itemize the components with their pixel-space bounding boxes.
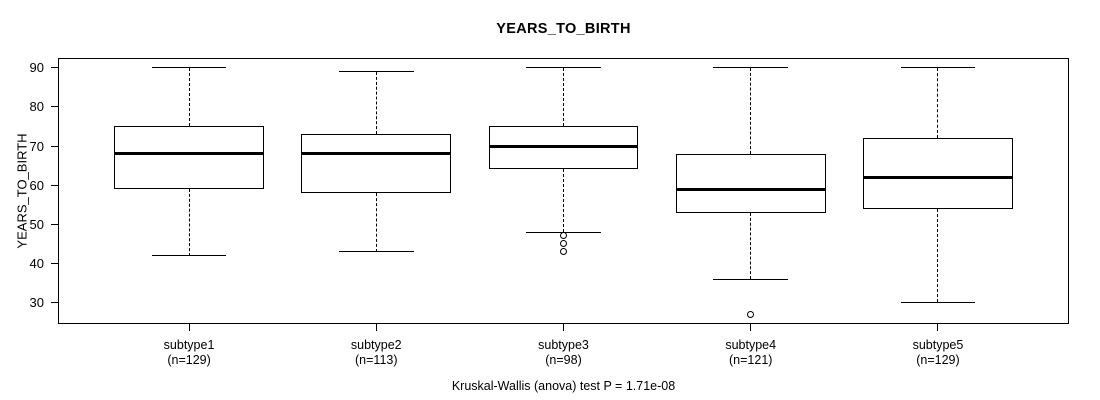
- x-tick-mark: [937, 324, 939, 331]
- chart-title: YEARS_TO_BIRTH: [496, 21, 631, 37]
- whisker-cap-low: [338, 251, 414, 253]
- whisker-cap-low: [900, 301, 976, 303]
- y-tick-mark: [51, 184, 58, 186]
- x-category-count: (n=121): [729, 352, 773, 367]
- x-category-name: subtype4: [725, 338, 777, 352]
- x-category-count: (n=129): [916, 352, 960, 367]
- y-tick-label: 40: [29, 255, 44, 271]
- x-category-label: subtype4 (n=121): [676, 338, 826, 367]
- y-tick-mark: [51, 106, 58, 108]
- statistical-annotation: Kruskal-Wallis (anova) test P = 1.71e-08: [451, 379, 676, 393]
- y-tick-label: 90: [29, 60, 44, 76]
- x-category-name: subtype1: [163, 338, 215, 352]
- x-category-label: subtype2 (n=113): [301, 338, 451, 367]
- whisker-lower-stem: [188, 189, 190, 256]
- x-category-name: subtype2: [350, 338, 402, 352]
- whisker-upper-stem: [375, 71, 377, 135]
- median-line: [301, 152, 452, 156]
- median-line: [675, 187, 826, 191]
- whisker-cap-high: [526, 67, 601, 69]
- whisker-cap-high: [338, 71, 414, 73]
- iqr-box: [114, 126, 264, 190]
- x-category-count: (n=98): [545, 352, 582, 367]
- x-category-name: subtype5: [912, 338, 964, 352]
- whisker-cap-high: [900, 67, 976, 69]
- median-line: [114, 152, 264, 156]
- iqr-box: [863, 138, 1013, 209]
- whisker-cap-high: [151, 67, 227, 69]
- outlier-point: [560, 232, 567, 240]
- whisker-cap-high: [713, 67, 789, 69]
- whisker-cap-low: [151, 255, 227, 257]
- whisker-cap-low: [526, 231, 601, 233]
- x-category-label: subtype1 (n=129): [114, 338, 264, 367]
- x-tick-mark: [375, 324, 377, 331]
- y-tick-label: 30: [29, 294, 44, 310]
- whisker-upper-stem: [937, 67, 939, 139]
- outlier-point: [560, 240, 567, 248]
- y-tick-label: 70: [29, 138, 44, 154]
- y-tick-mark: [51, 223, 58, 225]
- median-line: [863, 175, 1013, 179]
- x-category-label: subtype3 (n=98): [489, 338, 639, 367]
- y-tick-mark: [51, 262, 58, 264]
- whisker-lower-stem: [750, 212, 752, 279]
- whisker-lower-stem: [563, 169, 564, 233]
- whisker-upper-stem: [188, 67, 190, 127]
- x-category-label: subtype5 (n=129): [863, 338, 1013, 367]
- outlier-point: [747, 310, 755, 318]
- y-tick-label: 80: [29, 99, 44, 115]
- whisker-cap-low: [713, 278, 789, 280]
- whisker-lower-stem: [937, 208, 939, 303]
- x-category-count: (n=129): [167, 352, 211, 367]
- median-line: [488, 144, 639, 148]
- iqr-box: [301, 134, 452, 193]
- x-category-count: (n=113): [355, 352, 398, 367]
- whisker-upper-stem: [563, 67, 564, 127]
- y-tick-label: 60: [29, 177, 44, 193]
- x-tick-mark: [188, 324, 190, 331]
- x-tick-mark: [750, 324, 752, 331]
- outlier-point: [560, 248, 567, 256]
- x-tick-mark: [563, 324, 564, 331]
- whisker-upper-stem: [750, 67, 752, 154]
- y-tick-mark: [51, 145, 58, 147]
- x-category-name: subtype3: [538, 338, 589, 352]
- iqr-box: [488, 126, 639, 170]
- iqr-box: [675, 153, 826, 213]
- y-tick-label: 50: [29, 216, 44, 232]
- whisker-lower-stem: [375, 192, 377, 252]
- y-tick-mark: [51, 67, 58, 69]
- y-tick-mark: [51, 301, 58, 303]
